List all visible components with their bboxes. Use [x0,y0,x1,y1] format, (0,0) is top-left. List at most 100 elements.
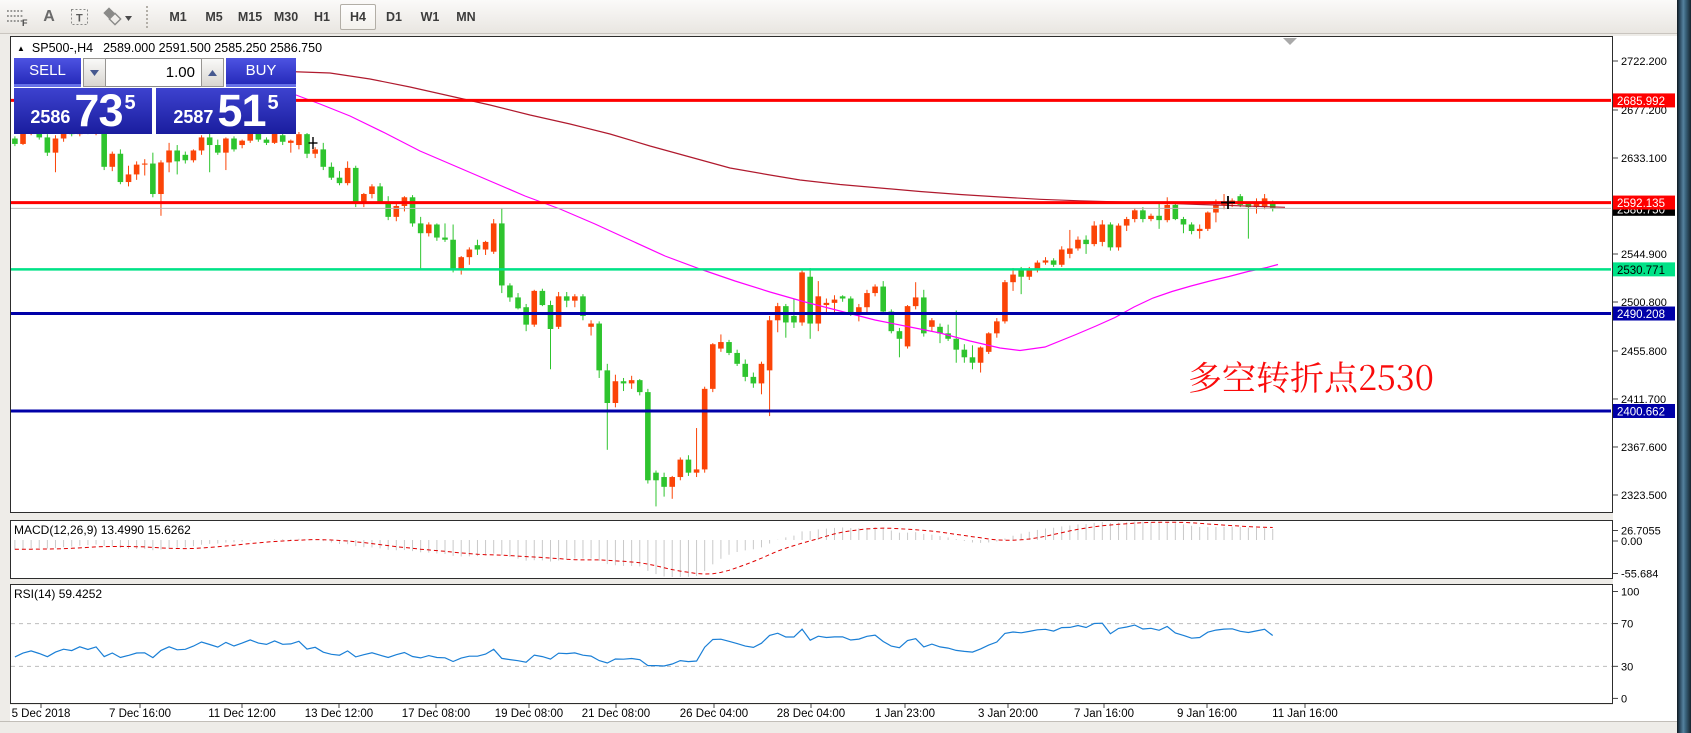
candle-body [279,135,286,142]
rsi-panel[interactable] [10,584,1613,704]
price-tick-label: 2677.200 [1621,105,1667,117]
timeframe-button-m30[interactable]: M30 [273,9,299,24]
time-axis-label: 3 Jan 20:00 [978,708,1038,720]
candle-body [1131,210,1138,220]
sell-price-display[interactable]: 2586 73 5 [14,88,152,134]
candle-body [531,290,538,325]
timeframe-button-w1[interactable]: W1 [420,9,440,24]
time-axis-label: 5 Dec 2018 [12,708,71,720]
candle-body [612,381,619,404]
candle-body [515,297,521,309]
candle-body [320,149,327,167]
candle-body [685,459,692,473]
text-label-tool-icon[interactable]: T [64,5,96,29]
candle-body [417,223,424,234]
candle-body [1002,282,1008,322]
candle-body [766,320,773,371]
sell-button[interactable]: SELL [14,58,81,87]
candle-body [44,137,51,153]
candle-body [669,477,676,487]
timeframe-button-h1[interactable]: H1 [314,9,330,24]
macd-panel[interactable] [10,520,1613,579]
indicator-list-icon[interactable]: F [0,5,34,29]
buy-price-pips: 51 [217,85,266,137]
timeframe-button-d1[interactable]: D1 [386,9,402,24]
candle-body [661,477,667,487]
candle-body [336,177,343,184]
buy-price-pipette: 5 [267,92,279,114]
macd-signal-line [14,521,1273,575]
candle-body [450,239,456,271]
candle-body [839,296,846,299]
volume-input[interactable] [106,58,201,87]
arrows-tool-icon[interactable] [96,5,136,29]
candle-body [1042,260,1049,263]
candle-body [709,344,716,389]
candle-body [1123,219,1130,226]
candlestick-chart[interactable] [11,38,1612,507]
one-click-trade-panel: SELL BUY 2586 73 5 2587 51 5 [14,58,296,134]
candle-body [872,286,878,294]
toolbar-separator [146,5,152,28]
ma-fast-line [287,91,1279,352]
candle-body [604,370,611,404]
candle-body [1018,270,1024,277]
candle-body [718,342,724,349]
candle-body [912,297,919,307]
candle-body [296,134,302,146]
rsi-scale-label: 100 [1621,587,1639,599]
text-tool-icon[interactable]: A [43,7,55,25]
timeframe-bar: M1 M5 M15 M30 H1 H4 D1 W1 MN [160,3,484,30]
candle-body [1010,274,1016,283]
candle-body [312,149,318,154]
candle-body [953,338,960,350]
timeframe-button-m5[interactable]: M5 [205,9,223,24]
macd-indicator [14,521,1274,577]
candle-body [1253,202,1260,208]
candle-body [361,194,367,203]
macd-scale-label: -55.684 [1621,569,1658,581]
candle-body [150,163,156,195]
svg-text:T: T [76,12,83,24]
candle-body [620,381,627,384]
candle-body [1172,204,1179,220]
svg-text:F: F [22,18,28,27]
buy-price-display[interactable]: 2587 51 5 [156,88,296,134]
timeframe-button-mn[interactable]: MN [456,9,476,24]
timeframe-button-m15[interactable]: M15 [237,9,263,24]
candle-body [125,174,132,183]
candle-body [60,129,67,139]
volume-increase-button[interactable] [201,58,224,87]
sell-price-big-figure: 2586 [30,107,71,127]
candle-body [1091,225,1097,245]
time-axis-label: 7 Jan 16:00 [1074,708,1134,720]
timeframe-button-h4[interactable]: H4 [340,3,376,30]
candle-body [101,126,107,167]
candle-body [994,321,1000,334]
candle-body [920,297,927,334]
candle-body [393,205,400,217]
right-window-edge [1677,0,1691,733]
candle-body [1237,196,1244,205]
candle-body [945,333,951,339]
candle-body [1205,212,1211,229]
candle-body [758,363,765,384]
candle-body [969,357,976,363]
annotation-text [1190,361,1433,393]
candle-body [539,290,546,306]
candle-body [1196,228,1203,232]
volume-decrease-button[interactable] [83,58,106,87]
candle-body [1058,249,1065,265]
buy-button[interactable]: BUY [226,58,296,87]
price-line-label-text: 2530.771 [1617,265,1665,277]
price-line-label [1613,93,1675,108]
macd-label: MACD(12,26,9) 13.4990 15.6262 [14,523,191,537]
candle-body [174,150,180,162]
candle-body [12,138,18,144]
candle-body [831,299,838,303]
timeframe-button-m1[interactable]: M1 [169,9,187,24]
candle-body [961,349,968,358]
price-line-label-text: 2400.662 [1617,406,1665,418]
candle-body [588,323,594,327]
candle-body [628,380,635,384]
